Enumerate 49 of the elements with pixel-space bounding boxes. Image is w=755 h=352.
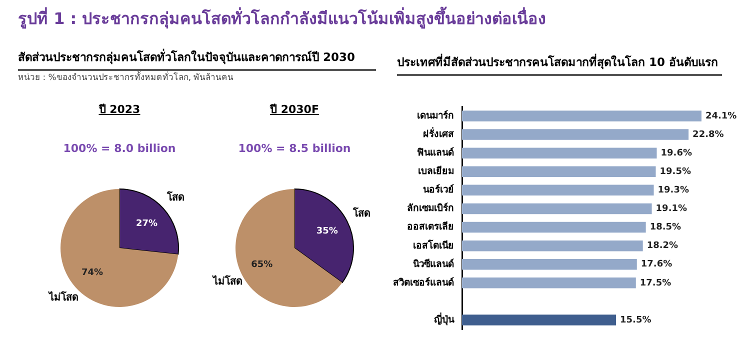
data-label: 18.2% bbox=[646, 241, 678, 252]
text: หน่วย : %ของจำนวนประชากรทั้งหมดทั่วโลก, พันล้านคน bbox=[18, 70, 234, 84]
chart-title: ประเทศที่มีสัดส่วนประชากรคนโสดมากที่สุดในโลก 10 อันดับแรก bbox=[397, 53, 722, 76]
data-label: 35% bbox=[316, 226, 338, 237]
bar bbox=[462, 222, 646, 233]
bar bbox=[462, 240, 643, 252]
data-label: 24.1% bbox=[705, 111, 737, 122]
chart-title: ปี 2030F bbox=[268, 102, 320, 118]
data-label: 19.3% bbox=[658, 186, 690, 196]
data-label: 27% bbox=[136, 218, 158, 229]
data-label: 74% bbox=[81, 268, 104, 278]
data-label: 17.5% bbox=[640, 278, 672, 288]
y-tick-label: เดนมาร์ก bbox=[417, 109, 454, 122]
slice-label: ไม่โสด bbox=[212, 274, 242, 288]
bar bbox=[462, 110, 702, 122]
y-tick-label: ลักเซมเบิร์ก bbox=[407, 202, 454, 214]
bar bbox=[462, 184, 654, 196]
y-tick-label: ฝรั่งเศส bbox=[423, 126, 454, 140]
data-label: 15.5% bbox=[620, 315, 652, 326]
bar bbox=[462, 278, 636, 288]
data-label: 19.5% bbox=[660, 166, 691, 177]
slice-label: โสด bbox=[166, 190, 184, 204]
bar bbox=[462, 148, 657, 158]
data-label: 17.6% bbox=[640, 260, 672, 270]
bar bbox=[462, 129, 689, 140]
chart-title: ปี 2023 bbox=[98, 102, 142, 118]
data-label: 65% bbox=[251, 260, 273, 270]
bar bbox=[462, 166, 656, 178]
y-tick-label: ฟินแลนด์ bbox=[417, 146, 454, 159]
bar bbox=[462, 314, 616, 326]
text: รูปที่ 1 : ประชากรกลุ่มคนโสดทั่วโลกกำลังมีแนวโน้มเพิ่มสูงขึ้นอย่างต่อเนื่อง bbox=[18, 6, 546, 31]
y-tick-label: สวิตเซอร์แลนด์ bbox=[393, 276, 454, 288]
data-label: 19.6% bbox=[660, 148, 692, 158]
chart-subtitle: 100% = 8.0 billion bbox=[62, 142, 177, 155]
data-label: 19.1% bbox=[656, 204, 688, 214]
y-tick-label: นิวซีแลนด์ bbox=[413, 258, 454, 270]
y-tick-label: นอร์เวย์ bbox=[423, 184, 454, 196]
y-tick-label: เบลเยียม bbox=[418, 165, 454, 178]
slice-label: โสด bbox=[352, 206, 370, 220]
text: สัดส่วนประชากรกลุ่มคนโสดทั่วโลกในปัจจุบันและคาดการณ์ปี 2030 bbox=[18, 48, 376, 71]
bar bbox=[462, 258, 637, 270]
data-label: 22.8% bbox=[692, 130, 724, 140]
data-label: 18.5% bbox=[650, 222, 682, 233]
y-tick-label: ญี่ปุ่น bbox=[434, 311, 455, 326]
slice-label: ไม่โสด bbox=[48, 290, 78, 304]
chart-subtitle: 100% = 8.5 billion bbox=[237, 142, 352, 155]
y-tick-label: ออสเตรเลีย bbox=[407, 220, 454, 233]
y-tick-label: เอสโตเนีย bbox=[413, 239, 454, 252]
bar bbox=[462, 203, 652, 214]
